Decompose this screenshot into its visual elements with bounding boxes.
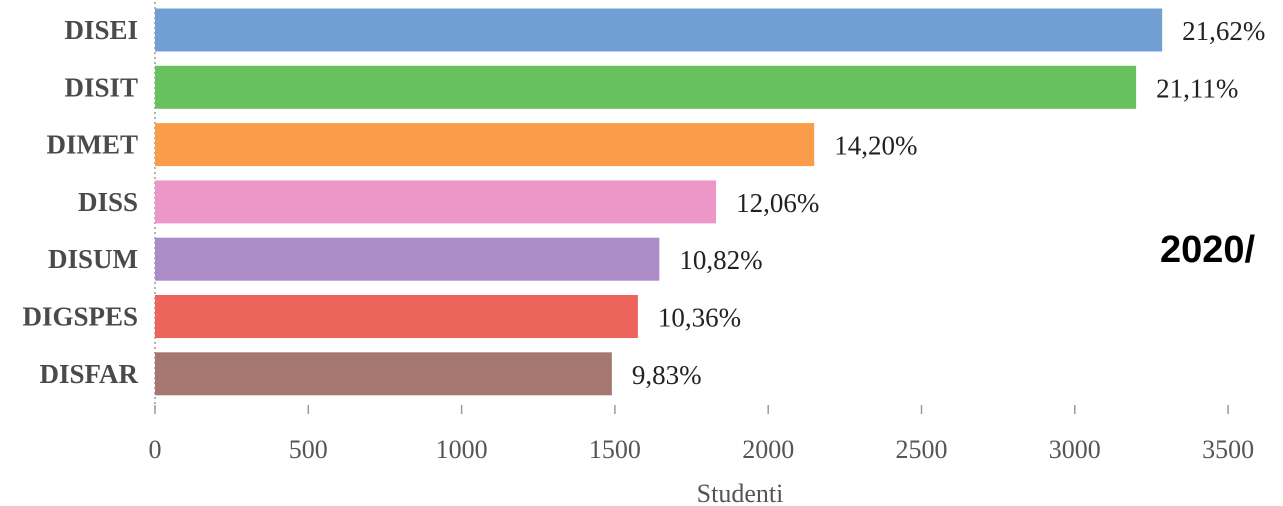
bar-disei [155,8,1163,52]
x-tick-label-500: 500 [289,435,328,464]
category-labels: DISEI DISIT DIMET DISS DISUM DIGSPES DISFAR [22,15,138,389]
value-label-disit: 21,11% [1156,73,1238,103]
category-label-disfar: DISFAR [39,359,138,389]
x-axis-title: Studenti [697,479,784,506]
category-label-diss: DISS [78,187,138,217]
x-axis-ticks: 0 500 1000 1500 2000 2500 3000 3500 [149,405,1254,464]
value-labels: 21,62% 21,11% 14,20% 12,06% 10,82% 10,36% 9,83… [632,16,1266,390]
x-tick-label-3500: 3500 [1202,435,1254,464]
bar-diss [155,180,717,224]
value-label-disfar: 9,83% [632,360,702,390]
value-label-dimet: 14,20% [834,131,917,161]
x-tick-label-3000: 3000 [1049,435,1101,464]
bar-digspes [155,295,638,338]
x-tick-label-1000: 1000 [436,435,488,464]
category-label-disei: DISEI [64,15,138,45]
bars-layer [155,8,1163,396]
category-label-disit: DISIT [64,72,138,102]
bar-disit [155,65,1137,109]
value-label-disum: 10,82% [679,245,762,275]
overlay-year-text: 2020/ [1160,229,1256,271]
category-label-dimet: DIMET [46,130,138,160]
category-label-disum: DISUM [48,244,138,274]
bar-disum [155,237,660,281]
x-tick-label-2000: 2000 [742,435,794,464]
x-tick-label-2500: 2500 [896,435,948,464]
x-tick-label-1500: 1500 [589,435,641,464]
x-tick-label-0: 0 [149,435,162,464]
bar-disfar [155,352,612,396]
value-label-diss: 12,06% [736,188,819,218]
value-label-disei: 21,62% [1182,16,1265,46]
value-label-digspes: 10,36% [658,303,741,333]
category-label-digspes: DIGSPES [22,302,138,332]
bar-dimet [155,123,815,167]
